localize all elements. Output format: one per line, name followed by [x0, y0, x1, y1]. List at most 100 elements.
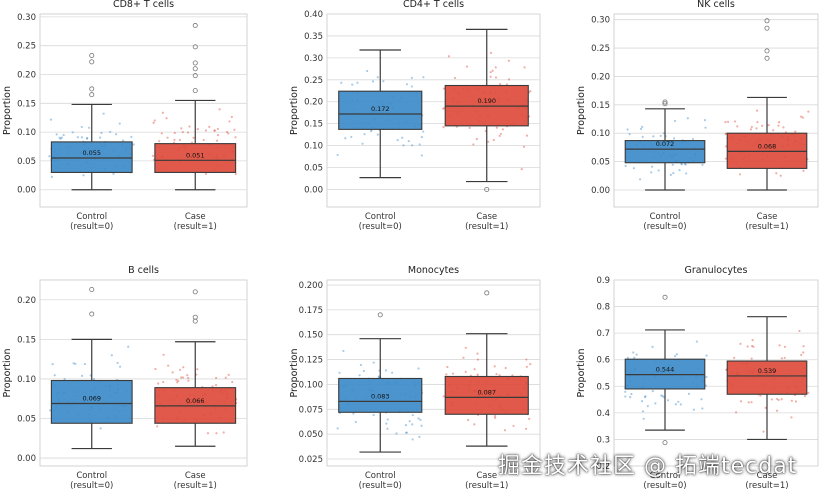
jitter-point: [179, 368, 182, 371]
jitter-point: [628, 133, 631, 136]
jitter-point: [657, 169, 660, 172]
jitter-point: [402, 144, 405, 147]
jitter-point: [178, 138, 181, 142]
jitter-point: [770, 398, 773, 401]
jitter-point: [167, 364, 170, 367]
jitter-point: [724, 132, 728, 135]
jitter-point: [632, 167, 636, 170]
median-label: 0.190: [477, 97, 496, 105]
jitter-point: [80, 125, 83, 129]
jitter-point: [233, 128, 236, 131]
jitter-point: [48, 155, 51, 158]
jitter-point: [802, 169, 805, 172]
jitter-point: [632, 351, 635, 354]
jitter-point: [180, 376, 183, 379]
x-tick-label: Control: [650, 471, 681, 481]
jitter-point: [224, 376, 227, 379]
jitter-point: [405, 431, 408, 434]
jitter-point: [794, 130, 797, 133]
jitter-point: [685, 172, 688, 175]
x-tick-label: (result=0): [643, 222, 686, 232]
jitter-point: [750, 357, 753, 360]
jitter-point: [659, 134, 662, 138]
jitter-point: [739, 342, 742, 345]
jitter-point: [216, 127, 219, 131]
jitter-point: [529, 363, 532, 366]
jitter-point: [520, 168, 523, 171]
jitter-point: [180, 127, 183, 130]
jitter-point: [512, 424, 515, 428]
y-axis-label: Proportion: [576, 86, 587, 135]
jitter-point: [92, 377, 96, 381]
jitter-point: [726, 120, 730, 123]
outlier-point: [662, 440, 668, 446]
jitter-point: [49, 409, 52, 412]
jitter-point: [661, 395, 664, 398]
jitter-point: [499, 82, 502, 86]
outlier-point: [192, 289, 198, 295]
jitter-point: [356, 81, 359, 84]
chart-panel: 0.00 0.05 0.10 0.15 0.20 0.25 0.30 0.35 0.40 CD4+…: [289, 0, 541, 232]
jitter-point: [633, 356, 636, 359]
jitter-point: [376, 133, 379, 136]
jitter-point: [234, 136, 237, 139]
outlier-point: [192, 314, 198, 320]
jitter-point: [173, 138, 176, 142]
jitter-point: [767, 124, 770, 127]
jitter-point: [704, 126, 707, 129]
jitter-point: [678, 169, 681, 172]
y-tick-label: 0.3: [596, 435, 610, 445]
jitter-point: [351, 83, 354, 86]
jitter-point: [411, 414, 414, 417]
jitter-point: [214, 383, 218, 387]
jitter-point: [493, 365, 496, 368]
jitter-point: [772, 129, 775, 132]
jitter-point: [404, 424, 408, 427]
jitter-point: [420, 424, 423, 427]
jitter-point: [420, 135, 423, 139]
x-tick-label: Case: [185, 212, 206, 222]
jitter-point: [529, 90, 532, 93]
y-tick-label: 0.125: [299, 356, 323, 366]
jitter-point: [171, 371, 174, 374]
jitter-point: [495, 126, 498, 129]
x-tick-label: (result=1): [465, 222, 508, 232]
jitter-point: [759, 394, 762, 397]
jitter-point: [187, 379, 190, 382]
jitter-point: [116, 361, 119, 365]
jitter-point: [495, 372, 498, 376]
outlier-point: [192, 60, 198, 66]
jitter-point: [50, 175, 53, 178]
jitter-point: [507, 78, 511, 81]
jitter-point: [83, 362, 87, 366]
jitter-point: [762, 430, 765, 433]
jitter-point: [213, 129, 216, 132]
jitter-point: [71, 131, 74, 134]
jitter-point: [780, 398, 783, 401]
jitter-point: [228, 120, 231, 123]
jitter-point: [492, 138, 495, 142]
y-tick-label: 0.025: [299, 455, 323, 465]
jitter-point: [342, 349, 345, 353]
jitter-point: [420, 154, 423, 157]
chart-title: B cells: [128, 265, 159, 276]
jitter-point: [204, 129, 207, 132]
x-tick-label: (result=0): [70, 481, 113, 491]
jitter-point: [747, 401, 750, 404]
jitter-point: [650, 171, 653, 174]
jitter-point: [755, 109, 759, 112]
jitter-point: [498, 374, 501, 377]
y-tick-label: 0.20: [17, 70, 36, 80]
jitter-point: [494, 66, 497, 69]
chart-title: CD8+ T cells: [113, 0, 174, 10]
y-tick-label: 0.30: [17, 13, 36, 23]
outlier-point: [192, 66, 198, 72]
jitter-point: [498, 134, 501, 138]
outlier-point: [764, 55, 770, 61]
y-axis-label: Proportion: [289, 348, 300, 397]
jitter-point: [344, 137, 347, 140]
jitter-point: [692, 408, 696, 411]
jitter-point: [445, 373, 448, 376]
jitter-point: [801, 116, 804, 119]
jitter-point: [775, 397, 779, 401]
